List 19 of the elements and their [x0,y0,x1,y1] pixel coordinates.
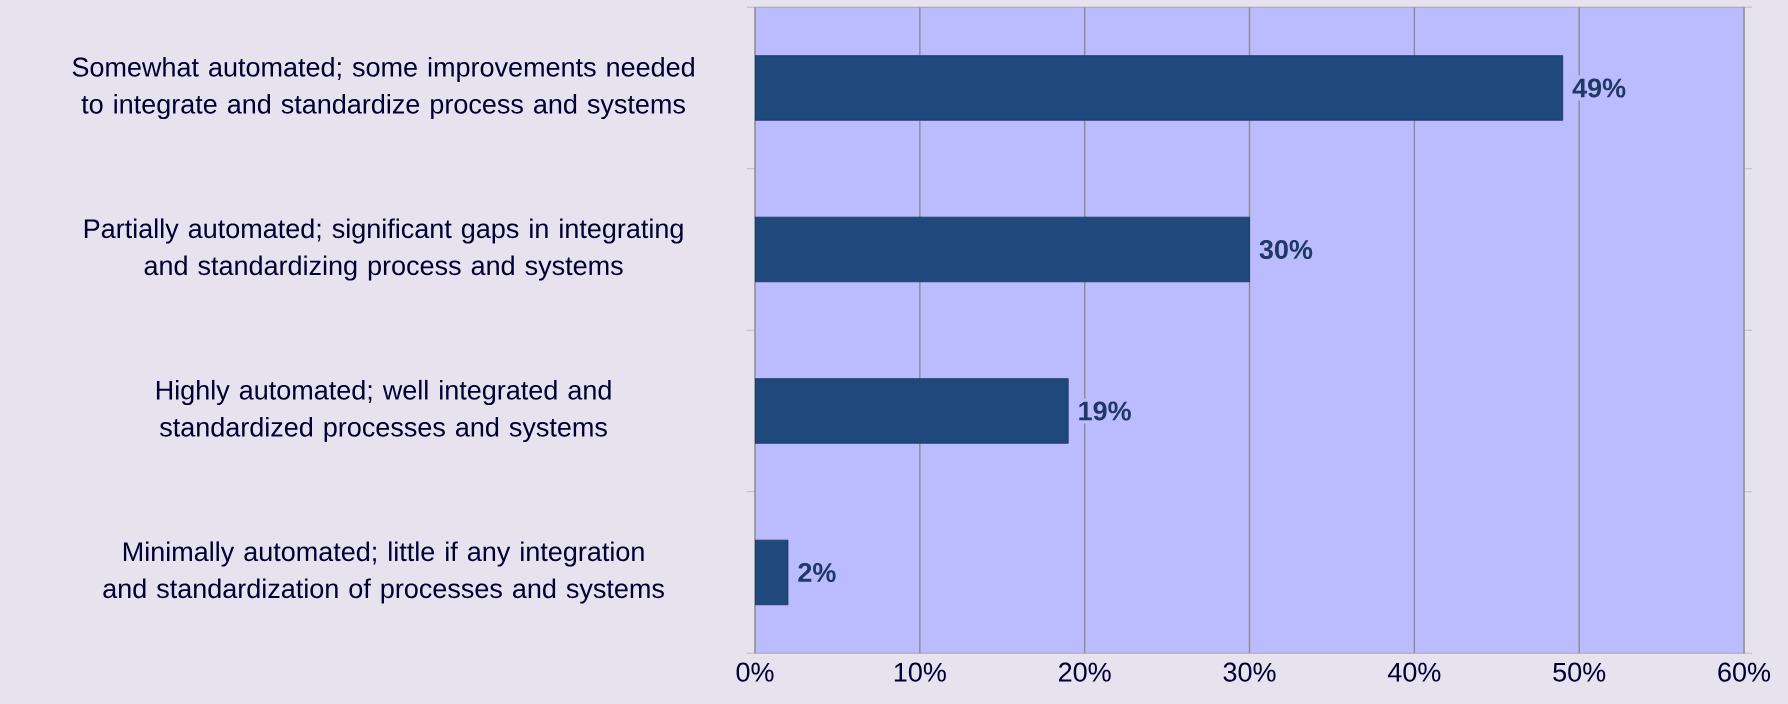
data-label: 2% [798,562,836,582]
bar [755,539,789,606]
x-tick-label: 40% [1387,662,1441,682]
y-tick-label: Somewhat automated; some improvements needed to integrate and standardize process and systems [72,56,694,120]
x-tick-label: 10% [894,662,946,682]
y-tick-label: Partially automated; significant gaps in integrating and standardizing process and systems [84,218,683,281]
y-tick-label: Minimally automated; little if any integration and standardization of processes and systems [103,541,664,604]
x-tick-label: 30% [1223,662,1276,682]
x-tick-label: 20% [1058,662,1111,682]
x-tick-label: 60% [1718,662,1771,682]
bar [755,216,1250,283]
bar [755,55,1564,121]
data-label: 30% [1259,239,1313,260]
data-label: 19% [1079,401,1131,421]
data-label: 49% [1572,78,1626,98]
bar [755,378,1069,444]
x-tick-label: 0% [736,662,774,682]
y-tick-label: Highly automated; well integrated and standardized processes and systems [156,379,611,443]
x-tick-label: 50% [1553,662,1606,682]
